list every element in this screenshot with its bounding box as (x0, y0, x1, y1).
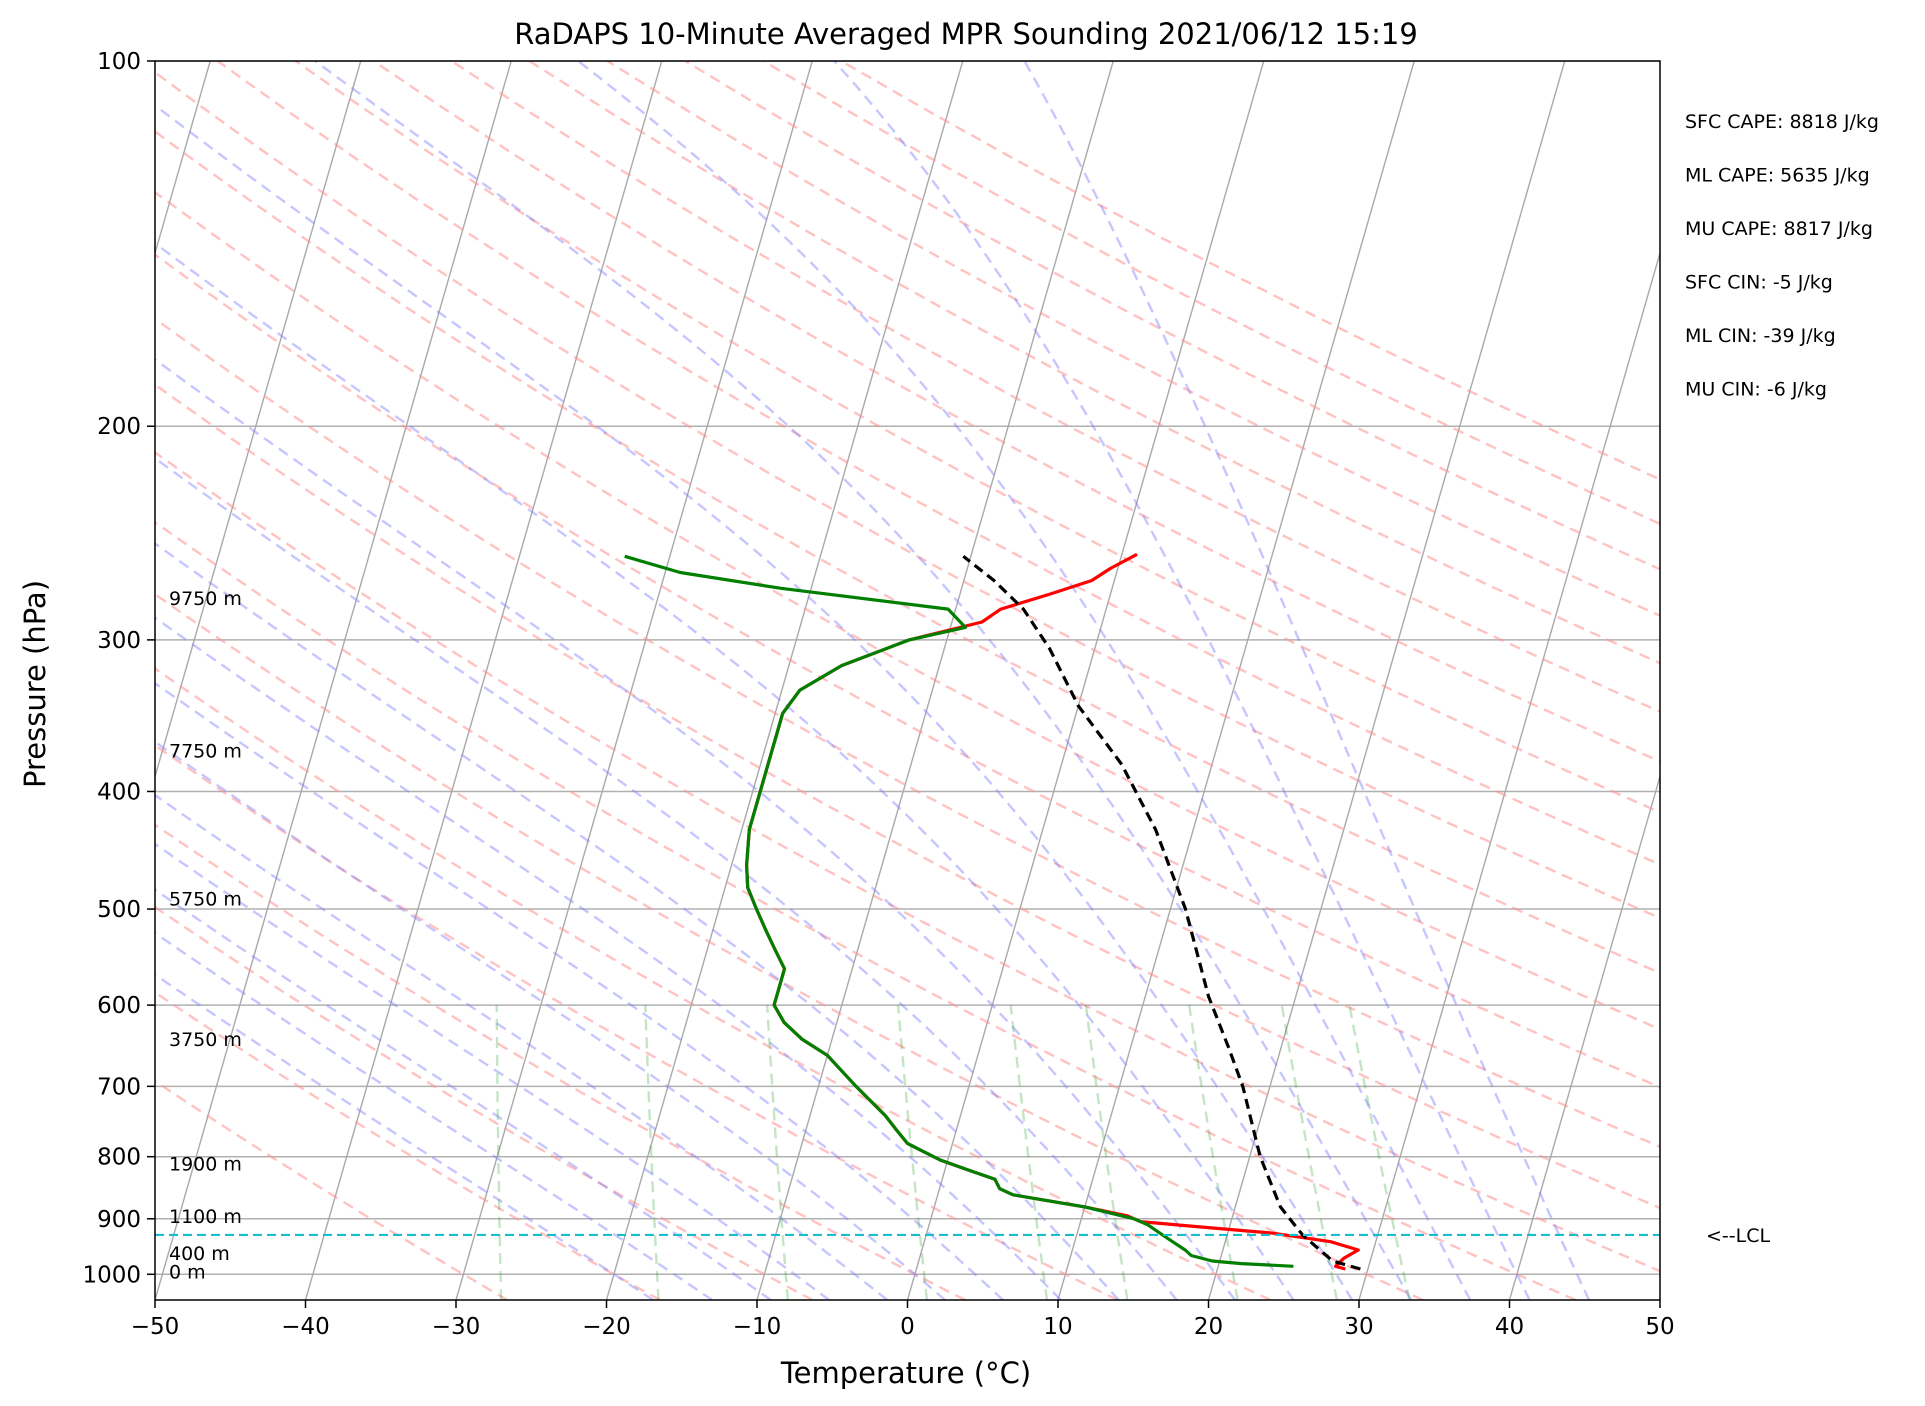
dry-adiabat (155, 450, 1660, 1273)
x-tick-label: 0 (900, 1314, 915, 1340)
isotherm-gridline (155, 61, 362, 780)
x-tick-label: 10 (1043, 1314, 1072, 1340)
moist-adiabat (155, 931, 713, 1300)
dry-adiabat (155, 592, 1424, 1300)
x-tick-label: 50 (1645, 1314, 1674, 1340)
indices-panel: SFC CAPE: 8818 J/kg ML CAPE: 5635 J/kg MU … (1685, 111, 1879, 1247)
dry-adiabat (155, 667, 1271, 1300)
index-readout: ML CIN: -39 J/kg (1685, 325, 1836, 347)
dry-adiabat (155, 823, 966, 1300)
x-tick-label: −30 (432, 1314, 481, 1340)
dry-adiabat (155, 317, 1660, 1149)
sounding-traces (155, 552, 1660, 1271)
index-readout: SFC CAPE: 8818 J/kg (1685, 111, 1879, 133)
y-tick-label: 900 (97, 1207, 141, 1233)
dry-adiabat (155, 383, 1660, 1210)
dry-adiabat (216, 61, 1660, 866)
height-labels: 9750 m 7750 m 5750 m 3750 m 1900 m 1100 m 400 … (169, 588, 242, 1284)
moist-adiabat (155, 973, 654, 1300)
dry-adiabat (606, 61, 1660, 617)
lcl-label: <--LCL (1706, 1225, 1770, 1247)
dry-adiabat (155, 743, 1119, 1300)
dry-adiabat (155, 520, 1577, 1300)
height-label: 400 m (169, 1243, 230, 1265)
dry-adiabat (155, 253, 1660, 1089)
isotherm-gridline (906, 61, 1265, 1300)
moist-adiabat (155, 740, 946, 1300)
moist-adiabat (155, 103, 1354, 1300)
mixing-ratio-line (1009, 1004, 1049, 1300)
y-tick-label: 100 (97, 49, 141, 75)
x-tick-label: −50 (131, 1314, 180, 1340)
height-label: 3750 m (169, 1029, 242, 1051)
height-label: 1100 m (169, 1206, 242, 1228)
x-tick-label: 30 (1344, 1314, 1373, 1340)
y-tick-label: 700 (97, 1074, 141, 1100)
dry-adiabat (155, 190, 1660, 1031)
moist-adiabat (155, 888, 772, 1300)
moist-adiabat (155, 842, 830, 1300)
y-tick-label: 800 (97, 1145, 141, 1171)
index-readout: MU CIN: -6 J/kg (1685, 379, 1827, 401)
y-tick-label: 200 (97, 414, 141, 440)
x-tick-label: −20 (582, 1314, 631, 1340)
dry-adiabat (684, 61, 1660, 571)
moist-adiabat (833, 61, 1531, 1300)
y-tick-label: 600 (97, 993, 141, 1019)
y-tick-label: 400 (97, 779, 141, 805)
height-label: 9750 m (169, 588, 242, 610)
x-axis-label: Temperature (°C) (780, 1356, 1031, 1390)
mixing-ratio-line (1188, 1004, 1239, 1300)
x-tick-label: 20 (1194, 1314, 1223, 1340)
moist-adiabat (155, 541, 1120, 1300)
isotherm-gridline (1057, 61, 1415, 1300)
moist-adiabat (314, 61, 1413, 1300)
isotherm-gridline (1508, 774, 1660, 1300)
height-label: 5750 m (169, 888, 242, 910)
isotherm-gridline (605, 61, 964, 1300)
dry-adiabat (450, 61, 1660, 714)
isotherm-gridline (1358, 250, 1660, 1300)
x-tick-label: −40 (281, 1314, 330, 1340)
sounding-trace-1 (624, 554, 1294, 1268)
mixing-ratio-line (896, 1004, 929, 1300)
mixing-ratio-line (495, 1005, 503, 1300)
index-readout: ML CAPE: 5635 J/kg (1685, 165, 1870, 187)
height-label: 7750 m (169, 740, 242, 762)
isotherm-gridline (155, 61, 512, 1300)
reference-lines (155, 61, 1660, 1300)
sounding-trace-2 (962, 555, 1361, 1271)
isotherm-gridline (455, 61, 813, 1300)
moist-adiabat (155, 681, 1004, 1300)
index-readout: MU CAPE: 8817 J/kg (1685, 218, 1873, 240)
moist-adiabat (155, 616, 1062, 1300)
mixing-ratio-line (1280, 1004, 1339, 1300)
mixing-ratio-line (1084, 1004, 1129, 1300)
mixing-ratio-line (1348, 1004, 1411, 1300)
mixing-ratio-line (766, 1005, 789, 1300)
dry-adiabat (155, 1079, 508, 1300)
moist-adiabat (577, 61, 1472, 1300)
x-tick-label: −10 (733, 1314, 782, 1340)
moist-adiabat (1023, 61, 1591, 1300)
height-label: 0 m (169, 1262, 206, 1284)
y-tick-label: 500 (97, 897, 141, 923)
dry-adiabat (155, 905, 814, 1300)
x-tick-label: 40 (1495, 1314, 1524, 1340)
mixing-ratio-line (644, 1005, 660, 1300)
y-tick-label: 300 (97, 628, 141, 654)
height-label: 1900 m (169, 1153, 242, 1175)
moist-adiabat (155, 456, 1178, 1300)
isotherm-gridline (304, 61, 663, 1300)
dry-adiabat (155, 70, 1660, 920)
dry-adiabat (294, 61, 1660, 814)
dry-adiabat (155, 130, 1660, 975)
index-readout: SFC CIN: -5 J/kg (1685, 272, 1833, 294)
y-tick-label: 1000 (82, 1262, 141, 1288)
y-axis-label: Pressure (hPa) (18, 580, 52, 788)
chart-title: RaDAPS 10-Minute Averaged MPR Sounding 2… (514, 17, 1418, 51)
axis-ticks: −50 −40 −30 −20 −10 0 10 20 30 40 50 100 200 300 400 50… (82, 49, 1674, 1340)
